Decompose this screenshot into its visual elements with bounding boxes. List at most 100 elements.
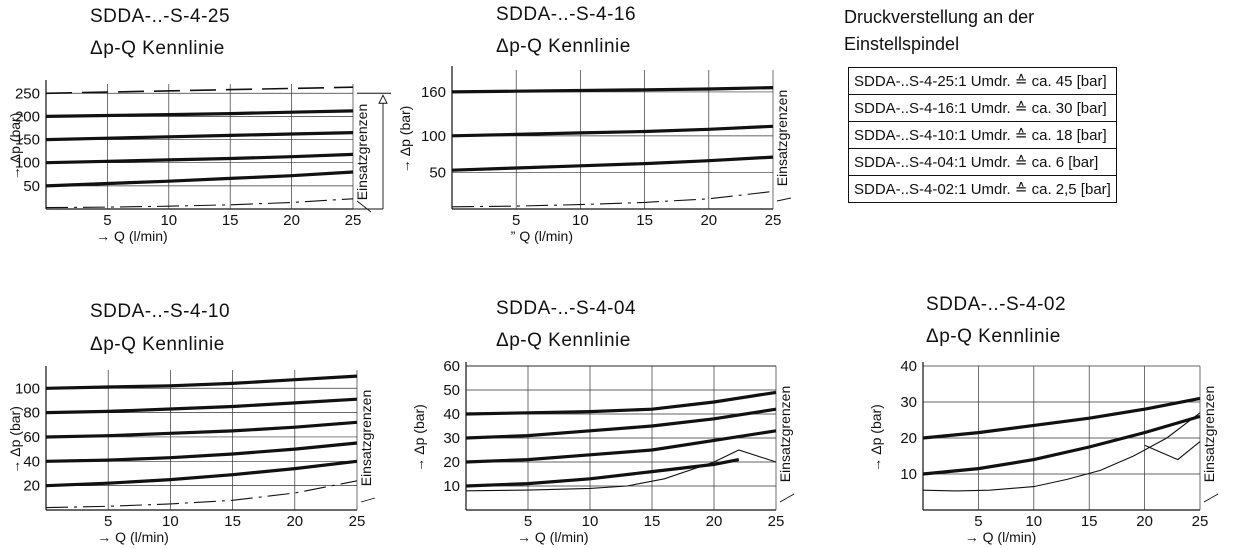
chart-3-y-tick-label: 80 [23, 405, 40, 422]
chart-5-series-4-line [1144, 441, 1201, 461]
chart-4-y-tick-label: 60 [443, 358, 460, 375]
chart-3-series-5-line [45, 374, 358, 390]
chart-3-y-tick-label: 20 [23, 478, 40, 495]
chart-3-x-tick-label: 20 [286, 513, 303, 530]
chart-4-x-axis-label: → Q (l/min) [517, 529, 589, 545]
chart-2-subtitle: Δp-Q Kennlinie [496, 36, 631, 57]
chart-5-x-tick-label: 15 [1081, 513, 1098, 530]
chart-2-x-tick-label: 5 [512, 212, 520, 229]
chart-4-limit-leader [779, 493, 795, 503]
chart-1-series-3-line [45, 131, 354, 142]
chart-3-y-tick-label: 60 [23, 429, 40, 446]
chart-4-series-4-line [465, 390, 777, 416]
chart-3-series-1-line [45, 459, 358, 488]
chart-5-y-tick-label: 20 [900, 430, 917, 447]
chart-1-x-tick-label: 20 [283, 212, 300, 229]
chart-1-x-axis-label: → Q (l/min) [96, 228, 168, 244]
chart-5-y-axis-label: → Δp (bar) [868, 404, 884, 472]
pressure-adjustment-heading-line2: Einstellspindel [844, 34, 960, 54]
table-row: SDDA-..S-4-16:1 Umdr. ≙ ca. 30 [bar] [848, 94, 1117, 122]
chart-2-series-1-line [451, 155, 774, 172]
table-cell: SDDA-..S-4-25:1 Umdr. ≙ ca. 45 [bar] [848, 67, 1117, 95]
chart-5-x-tick-label: 5 [974, 513, 982, 530]
pressure-adjustment-table: SDDA-..S-4-25:1 Umdr. ≙ ca. 45 [bar] SDD… [848, 67, 1117, 203]
chart-1-title: SDDA-..-S-4-25 [90, 6, 231, 27]
chart-1-y-tick-label: 250 [15, 85, 40, 102]
chart-4-title: SDDA-..-S-4-04 [496, 298, 637, 319]
chart-2-limit-leader [776, 197, 792, 202]
chart-4-x-tick-label: 25 [768, 513, 785, 530]
chart-2-x-tick-label: 25 [765, 212, 782, 229]
chart-4-series-2-line [465, 429, 777, 464]
chart-3-series-2-line [45, 441, 358, 463]
chart-3-series-4-line [45, 397, 358, 415]
chart-3-title: SDDA-..-S-4-10 [90, 301, 231, 322]
chart-1-series-5-line [45, 86, 354, 95]
chart-4-series-5-line [465, 461, 715, 492]
chart-5-y-tick-label: 40 [900, 358, 917, 375]
table-row: SDDA-..S-4-25:1 Umdr. ≙ ca. 45 [bar] [848, 67, 1117, 95]
chart-4-x-tick-label: 5 [524, 513, 532, 530]
table-cell: SDDA-..S-4-16:1 Umdr. ≙ ca. 30 [bar] [848, 94, 1117, 122]
chart-4-limit-label: Einsatzgrenzen [777, 386, 793, 483]
chart-1-series-4-line [45, 109, 354, 118]
chart-1-y-tick-label: 100 [15, 155, 40, 172]
chart-4-series-1-line [465, 458, 740, 488]
chart-4-y-tick-label: 10 [443, 478, 460, 495]
chart-5-subtitle: Δp-Q Kennlinie [926, 326, 1061, 347]
pressure-adjustment-heading: Druckverstellung an der Einstellspindel [844, 4, 1034, 58]
chart-4-y-tick-label: 50 [443, 382, 460, 399]
chart-5-x-axis-label: → Q (l/min) [965, 529, 1037, 545]
table-cell: SDDA-..S-4-10:1 Umdr. ≙ ca. 18 [bar] [848, 121, 1117, 149]
chart-2-y-tick-label: 160 [421, 84, 446, 101]
chart-5-x-tick-label: 10 [1025, 513, 1042, 530]
chart-5-y-tick-label: 10 [900, 466, 917, 483]
chart-2-x-tick-label: 15 [636, 212, 653, 229]
chart-1-y-tick-label: 50 [23, 178, 40, 195]
chart-4-x-tick-label: 15 [644, 513, 661, 530]
chart-1-limit-arrow-head [378, 94, 388, 104]
chart-2-y-tick-label: 50 [429, 164, 446, 181]
chart-5-title: SDDA-..-S-4-02 [926, 294, 1067, 315]
chart-1-subtitle: Δp-Q Kennlinie [90, 38, 225, 59]
chart-5-limit-leader [1203, 493, 1219, 503]
chart-2-title: SDDA-..-S-4-16 [496, 4, 637, 25]
chart-3-x-axis-label: → Q (l/min) [97, 529, 169, 545]
table-cell: SDDA-..S-4-02:1 Umdr. ≙ ca. 2,5 [bar] [848, 175, 1117, 203]
chart-1-y-tick-label: 150 [15, 132, 40, 149]
chart-4-y-tick-label: 30 [443, 430, 460, 447]
chart-3-x-tick-label: 15 [224, 513, 241, 530]
chart-3-limit-label: Einsatzgrenzen [358, 390, 374, 487]
chart-3-x-tick-label: 5 [104, 513, 112, 530]
chart-5-x-tick-label: 25 [1192, 513, 1209, 530]
chart-5-y-tick-label: 30 [900, 394, 917, 411]
chart-5-series-3-line [922, 412, 1201, 492]
chart-3-limit-leader [360, 497, 376, 503]
chart-4-y-tick-label: 40 [443, 406, 460, 423]
chart-4-y-axis-label: → Δp (bar) [411, 404, 427, 472]
chart-5-limit-label: Einsatzgrenzen [1201, 386, 1217, 483]
table-row: SDDA-..S-4-10:1 Umdr. ≙ ca. 18 [bar] [848, 121, 1117, 149]
chart-4-series-6-line [713, 449, 777, 463]
chart-3-x-tick-label: 25 [349, 513, 366, 530]
chart-2-y-axis-label: → Δp (bar) [397, 106, 413, 174]
chart-3-subtitle: Δp-Q Kennlinie [90, 334, 225, 355]
table-row: SDDA-..S-4-02:1 Umdr. ≙ ca. 2,5 [bar] [848, 175, 1117, 203]
chart-4-y-tick-label: 20 [443, 454, 460, 471]
chart-5-series-2-line [922, 396, 1201, 440]
chart-2-y-tick-label: 100 [421, 128, 446, 145]
chart-2-x-tick-label: 10 [572, 212, 589, 229]
chart-1-series-1-line [45, 170, 354, 188]
chart-2-x-tick-label: 20 [700, 212, 717, 229]
chart-1-x-tick-label: 10 [160, 212, 177, 229]
chart-1-x-tick-label: 5 [103, 212, 111, 229]
chart-3-series-3-line [45, 420, 358, 439]
chart-1-limit-label: Einsatzgrenzen [354, 104, 370, 201]
chart-5-series-1-line [922, 414, 1201, 476]
chart-1-limit-leader [356, 200, 372, 213]
chart-1-series-6-line [45, 198, 354, 209]
chart-4-x-tick-label: 10 [582, 513, 599, 530]
chart-5-x-tick-label: 20 [1136, 513, 1153, 530]
chart-4-x-tick-label: 20 [706, 513, 723, 530]
